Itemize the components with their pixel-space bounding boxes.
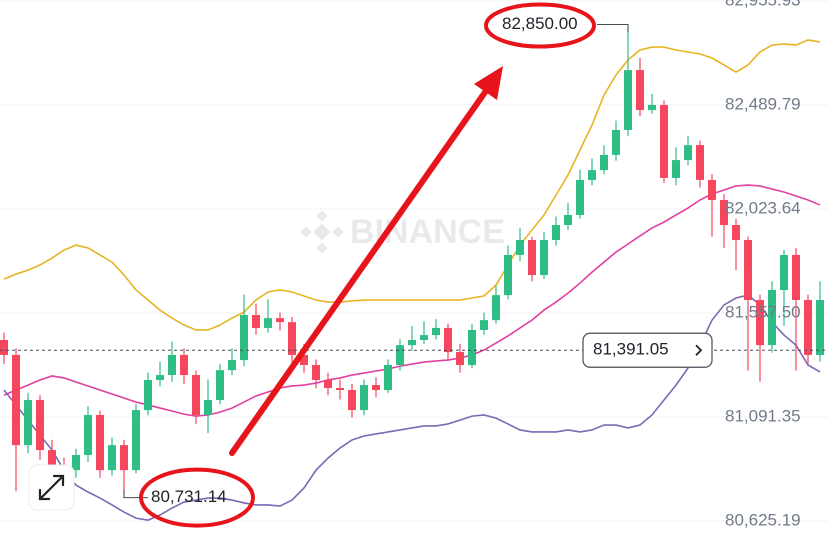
- candle-body: [396, 345, 404, 365]
- candle-body: [816, 300, 824, 355]
- candle-body: [612, 129, 620, 155]
- candle-body: [144, 379, 152, 411]
- candle-body: [708, 179, 716, 201]
- candle-body: [0, 339, 8, 355]
- y-tick-label: 80,625.19: [725, 511, 801, 530]
- high-circle: [484, 2, 596, 49]
- y-tick-label: 81,557.50: [725, 303, 801, 322]
- candle-body: [36, 400, 44, 451]
- candle-body: [360, 385, 368, 411]
- low-label: 80,731.14: [151, 487, 227, 506]
- candle-body: [408, 339, 416, 346]
- watermark-text: BINANCE: [350, 213, 505, 251]
- candle-body: [420, 335, 428, 340]
- candle-body: [384, 364, 392, 390]
- candle-body: [540, 239, 548, 276]
- candle-body: [108, 445, 116, 471]
- candle-body: [180, 354, 188, 376]
- candle-body: [600, 154, 608, 171]
- candle-body: [564, 214, 572, 226]
- candle-body: [120, 445, 128, 471]
- y-tick-label: 82,489.79: [725, 94, 801, 113]
- expand-button[interactable]: [28, 464, 75, 511]
- candle-body: [576, 179, 584, 215]
- candle-body: [228, 360, 236, 371]
- candle-body: [648, 104, 656, 111]
- y-tick-label: 81,091.35: [725, 407, 801, 426]
- candle-body: [492, 295, 500, 321]
- candle-body: [636, 70, 644, 111]
- candle-body: [84, 414, 92, 455]
- candle-body: [156, 375, 164, 380]
- candle-body: [552, 225, 560, 240]
- candle-body: [96, 414, 104, 471]
- candle-body: [300, 354, 308, 365]
- candle-body: [588, 170, 596, 180]
- candle-body: [480, 320, 488, 330]
- candle-body: [192, 375, 200, 415]
- y-tick-label: 82,955.93: [725, 0, 801, 9]
- candle-body: [372, 385, 380, 390]
- candle-body: [516, 239, 524, 255]
- candle-body: [504, 254, 512, 296]
- low-circle: [139, 467, 255, 528]
- candle-body: [252, 314, 260, 328]
- candle-body: [288, 322, 296, 355]
- candle-body: [744, 239, 752, 301]
- candle-body: [216, 370, 224, 401]
- candle-body: [48, 450, 56, 466]
- candle-body: [204, 400, 212, 415]
- bands: [3, 39, 821, 521]
- candle-body: [792, 254, 800, 301]
- high-label: 82,850.00: [502, 14, 578, 33]
- candle-body: [324, 379, 332, 388]
- current-price-label: 81,391.05: [593, 340, 669, 359]
- candle-body: [444, 327, 452, 353]
- candle-body: [168, 354, 176, 376]
- candle-body: [132, 410, 140, 471]
- candle-body: [720, 200, 728, 226]
- candle-body: [432, 327, 440, 336]
- annotation-arrow: [229, 66, 503, 456]
- band-line: [3, 184, 821, 417]
- candle-body: [660, 104, 668, 178]
- candle-body: [768, 289, 776, 346]
- candle-body: [780, 254, 788, 290]
- candle-body: [336, 387, 344, 390]
- band-line: [3, 294, 821, 521]
- candle-body: [804, 300, 812, 355]
- candles: [0, 24, 824, 498]
- candle-body: [240, 314, 248, 361]
- candle-body: [276, 318, 284, 323]
- current-price-box[interactable]: [582, 332, 713, 368]
- candle-body: [12, 354, 20, 446]
- chevron: [695, 344, 703, 356]
- candle-body: [528, 239, 536, 276]
- candle-body: [264, 318, 272, 328]
- candle-body: [456, 352, 464, 365]
- candle-body: [696, 145, 704, 180]
- candle-body: [672, 160, 680, 178]
- band-line: [3, 39, 821, 331]
- candle-body: [624, 70, 632, 130]
- high-connector: [597, 24, 629, 33]
- candle-body: [756, 300, 764, 346]
- candle-body: [312, 364, 320, 380]
- candle-body: [732, 225, 740, 240]
- candle-body: [348, 389, 356, 411]
- candle-body: [72, 454, 80, 471]
- watermark: BINANCE: [300, 210, 505, 254]
- y-tick-label: 82,023.64: [725, 199, 801, 218]
- candle-body: [468, 329, 476, 365]
- candle-body: [24, 400, 32, 446]
- candle-body: [684, 145, 692, 161]
